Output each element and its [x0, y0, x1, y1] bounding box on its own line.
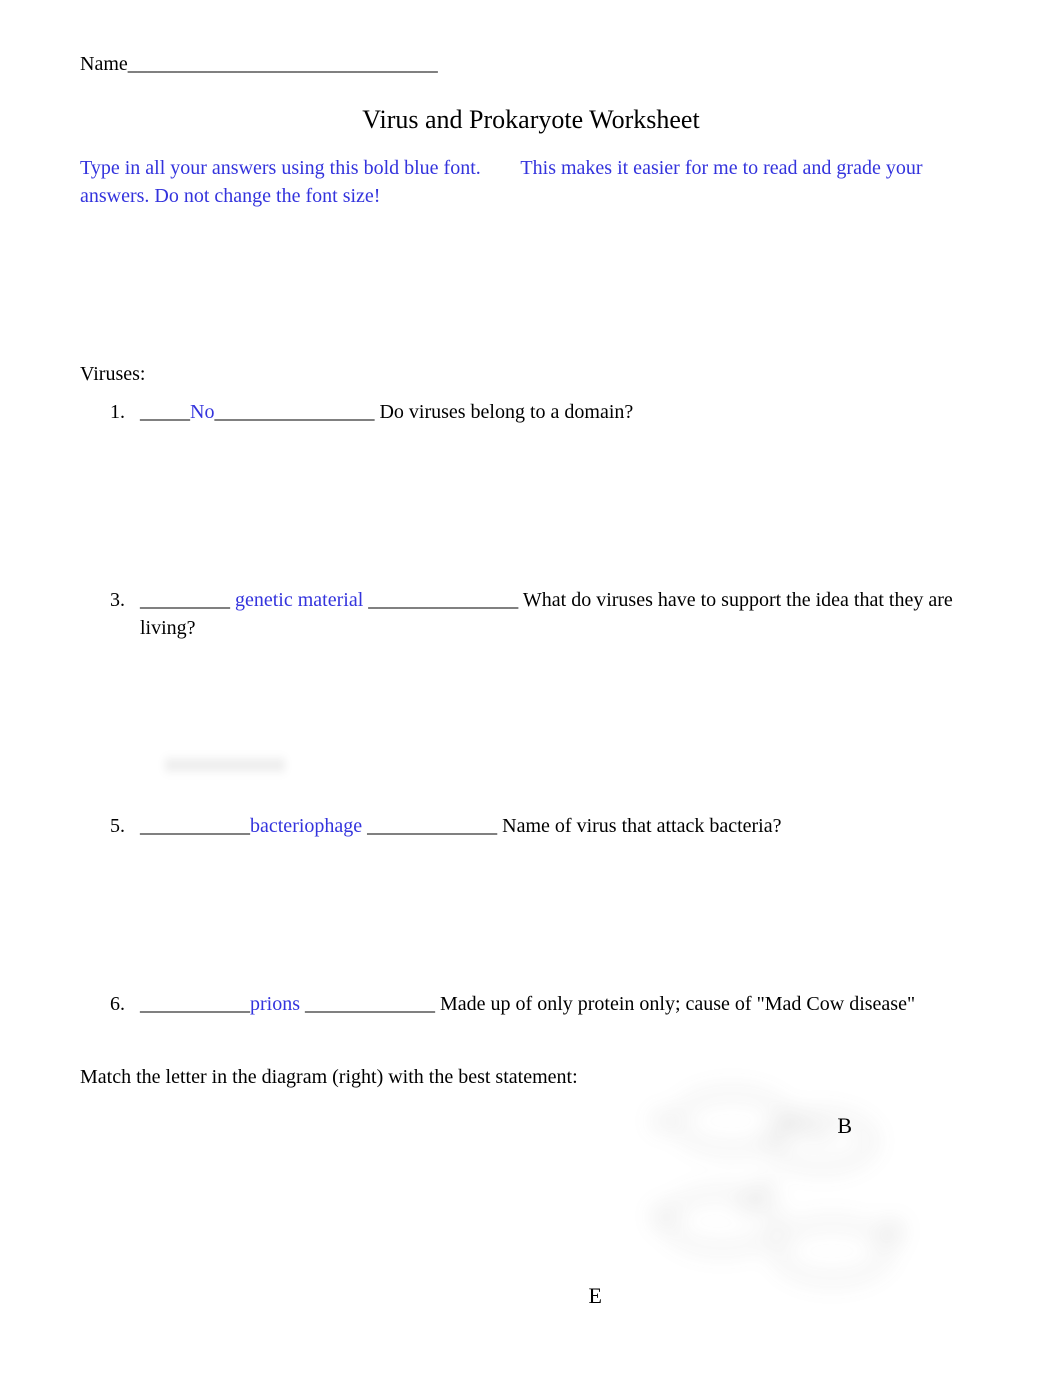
- blank-after: _____________: [305, 993, 435, 1015]
- question-text: Name of virus that attack bacteria?: [497, 815, 781, 837]
- answer-5: bacteriophage: [250, 815, 362, 837]
- question-6: 6. ___________prions _____________ Made …: [110, 990, 982, 1018]
- blank-before: _____: [140, 401, 190, 423]
- instructions-text: Type in all your answers using this bold…: [80, 154, 982, 210]
- answer-6: prions: [250, 993, 305, 1015]
- blank-before: ___________: [140, 993, 250, 1015]
- diagram-label-b: B: [837, 1111, 852, 1142]
- question-number: 1.: [110, 398, 125, 426]
- worksheet-title: Virus and Prokaryote Worksheet: [80, 102, 982, 138]
- name-field-line: Name_______________________________: [80, 50, 982, 78]
- diagram-area: B E: [80, 1111, 982, 1311]
- blank-after: ________________: [214, 401, 374, 423]
- answer-1: No: [190, 401, 214, 423]
- blank-before: ___________: [140, 815, 250, 837]
- question-number: 5.: [110, 812, 125, 840]
- blank-before: _________: [140, 589, 235, 611]
- blurred-content: [165, 756, 285, 774]
- question-number: 3.: [110, 586, 125, 614]
- name-label: Name_______________________________: [80, 53, 438, 75]
- instructions-part1: Type in all your answers using this bold…: [80, 157, 481, 179]
- question-text: Made up of only protein only; cause of "…: [435, 993, 915, 1015]
- diagram-blurred-svg: [622, 1081, 922, 1301]
- question-text: Do viruses belong to a domain?: [374, 401, 633, 423]
- questions-list: 1. _____No________________ Do viruses be…: [80, 398, 982, 1018]
- blank-after: _____________: [362, 815, 497, 837]
- question-1: 1. _____No________________ Do viruses be…: [110, 398, 982, 426]
- answer-3: genetic material: [235, 589, 363, 611]
- question-5: 5. ___________bacteriophage ____________…: [110, 812, 982, 840]
- viruses-heading: Viruses:: [80, 360, 982, 388]
- blank-after: _______________: [363, 589, 518, 611]
- question-number: 6.: [110, 990, 125, 1018]
- diagram-label-e: E: [589, 1281, 602, 1312]
- question-3: 3. _________ genetic material __________…: [110, 586, 982, 642]
